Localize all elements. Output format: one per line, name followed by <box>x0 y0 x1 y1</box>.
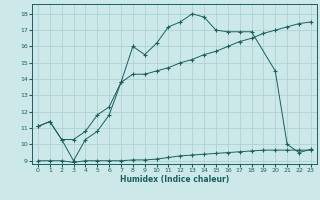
X-axis label: Humidex (Indice chaleur): Humidex (Indice chaleur) <box>120 175 229 184</box>
